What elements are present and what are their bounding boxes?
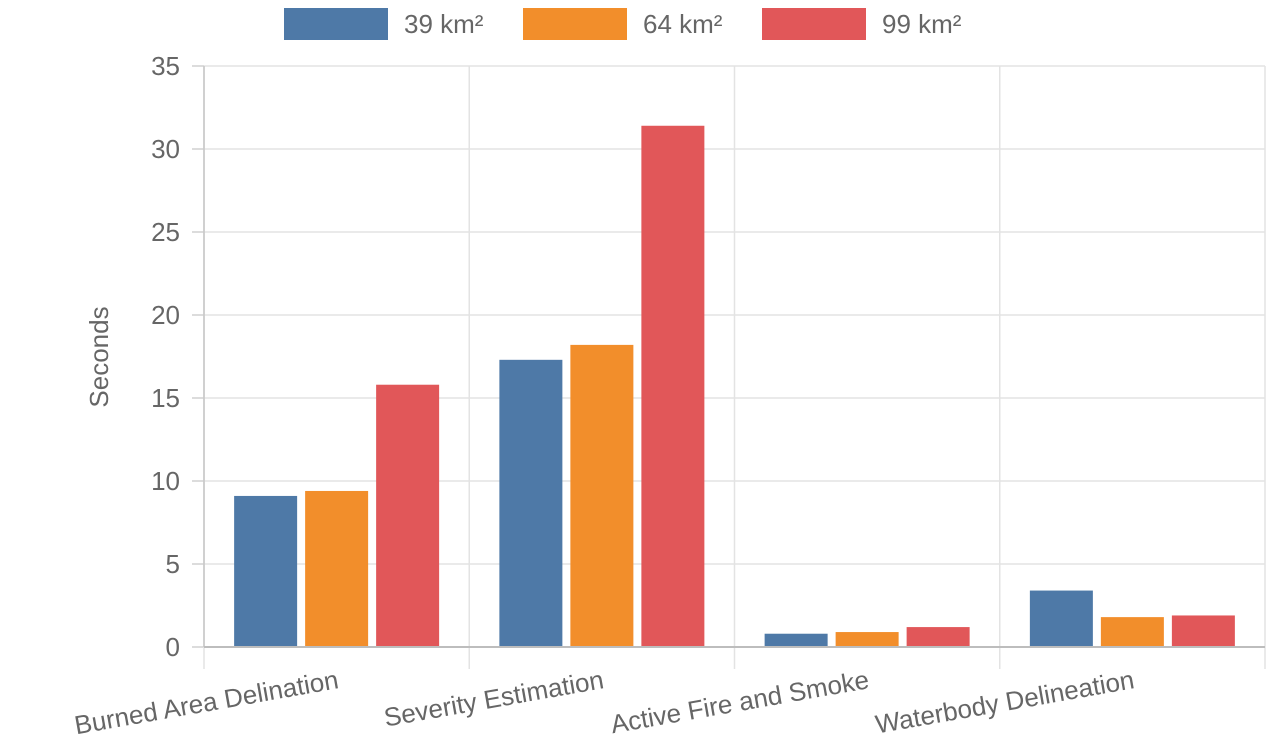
x-category-label: Burned Area Delination [72,664,341,740]
legend-swatch [762,8,866,40]
legend-swatch [284,8,388,40]
y-axis-title: Seconds [84,306,114,407]
y-tick-label: 25 [151,217,180,247]
legend-label: 64 km² [643,9,723,39]
bar [570,344,634,647]
y-tick-label: 30 [151,134,180,164]
y-tick-label: 10 [151,466,180,496]
bar [1029,590,1093,647]
legend-label: 99 km² [882,9,962,39]
bars [234,125,1235,647]
x-category-label: Severity Estimation [382,664,606,732]
bar [764,633,828,647]
legend: 39 km² 64 km² 99 km² [284,8,962,40]
y-tick-label: 15 [151,383,180,413]
y-tick-label: 0 [166,632,180,662]
legend-label: 39 km² [404,9,484,39]
bar [234,495,298,647]
y-tick-label: 20 [151,300,180,330]
bar [641,125,705,647]
bar [835,632,899,647]
bar [376,384,440,647]
y-tick-label: 35 [151,51,180,81]
bar [305,490,369,647]
bar [1171,615,1235,647]
x-category-label: Active Fire and Smoke [608,664,871,739]
bar [906,627,970,647]
y-tick-label: 5 [166,549,180,579]
x-category-labels: Burned Area Delination Severity Estimatio… [72,664,1136,740]
bar [1100,617,1164,647]
bar [499,359,563,647]
legend-swatch [523,8,627,40]
y-tick-labels: 0 5 10 15 20 25 30 35 [151,51,180,662]
x-category-label: Waterbody Delineation [873,664,1136,739]
axes [203,66,1265,648]
